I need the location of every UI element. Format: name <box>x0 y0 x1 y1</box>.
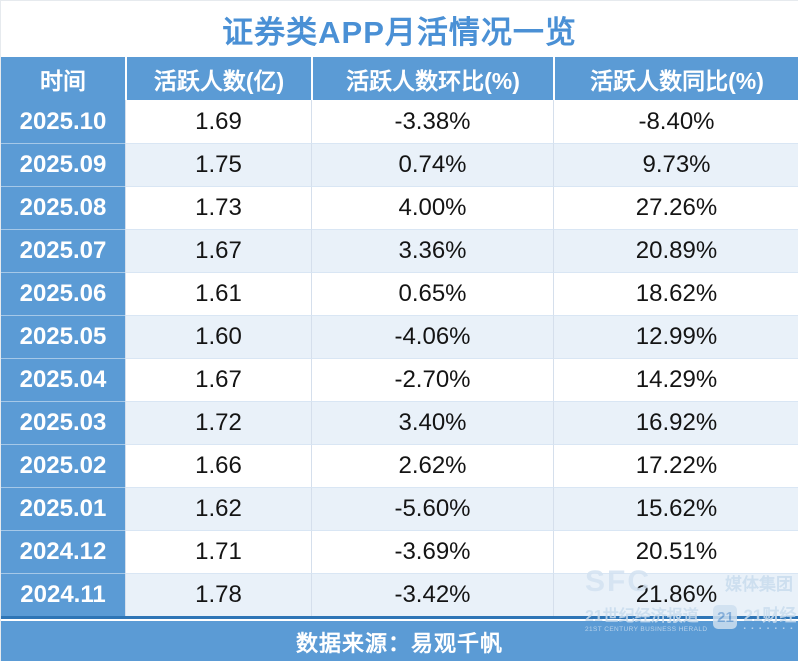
table-row: 2025.08 1.73 4.00% 27.26% <box>1 186 798 229</box>
cell-mau: 1.73 <box>125 186 311 229</box>
row-time: 2025.06 <box>1 272 125 315</box>
cell-mau: 1.61 <box>125 272 311 315</box>
cell-mau: 1.60 <box>125 315 311 358</box>
row-time: 2025.02 <box>1 444 125 487</box>
row-time: 2025.07 <box>1 229 125 272</box>
row-time: 2025.10 <box>1 100 125 143</box>
mau-table: 时间 活跃人数(亿) 活跃人数环比(%) 活跃人数同比(%) 2025.10 1… <box>1 57 798 616</box>
header-yoy: 活跃人数同比(%) <box>553 57 798 100</box>
cell-yoy: 20.51% <box>553 530 798 573</box>
cell-mom: 4.00% <box>311 186 553 229</box>
table-row: 2024.11 1.78 -3.42% 21.86% <box>1 573 798 616</box>
table-body: 2025.10 1.69 -3.38% -8.40% 2025.09 1.75 … <box>1 100 798 616</box>
table-row: 2025.10 1.69 -3.38% -8.40% <box>1 100 798 143</box>
cell-mom: 3.40% <box>311 401 553 444</box>
row-time: 2025.09 <box>1 143 125 186</box>
cell-yoy: -8.40% <box>553 100 798 143</box>
cell-mau: 1.62 <box>125 487 311 530</box>
cell-mom: 3.36% <box>311 229 553 272</box>
cell-mau: 1.67 <box>125 358 311 401</box>
cell-mau: 1.71 <box>125 530 311 573</box>
cell-yoy: 14.29% <box>553 358 798 401</box>
cell-mom: 2.62% <box>311 444 553 487</box>
cell-mau: 1.66 <box>125 444 311 487</box>
table-row: 2025.01 1.62 -5.60% 15.62% <box>1 487 798 530</box>
row-time: 2024.12 <box>1 530 125 573</box>
table-row: 2025.02 1.66 2.62% 17.22% <box>1 444 798 487</box>
cell-mom: -5.60% <box>311 487 553 530</box>
row-time: 2025.05 <box>1 315 125 358</box>
cell-mom: -3.42% <box>311 573 553 616</box>
cell-yoy: 15.62% <box>553 487 798 530</box>
cell-mau: 1.69 <box>125 100 311 143</box>
table-row: 2025.05 1.60 -4.06% 12.99% <box>1 315 798 358</box>
cell-yoy: 17.22% <box>553 444 798 487</box>
title-bar: 证券类APP月活情况一览 <box>1 1 798 57</box>
table-row: 2025.09 1.75 0.74% 9.73% <box>1 143 798 186</box>
table-row: 2025.03 1.72 3.40% 16.92% <box>1 401 798 444</box>
cell-mom: 0.74% <box>311 143 553 186</box>
cell-mau: 1.78 <box>125 573 311 616</box>
data-source-label: 数据来源：易观千帆 <box>295 630 503 656</box>
cell-yoy: 18.62% <box>553 272 798 315</box>
header-mau: 活跃人数(亿) <box>125 57 311 100</box>
cell-yoy: 27.26% <box>553 186 798 229</box>
table-row: 2025.04 1.67 -2.70% 14.29% <box>1 358 798 401</box>
row-time: 2025.03 <box>1 401 125 444</box>
page-title: 证券类APP月活情况一览 <box>222 14 577 50</box>
row-time: 2025.08 <box>1 186 125 229</box>
cell-yoy: 9.73% <box>553 143 798 186</box>
cell-mom: -4.06% <box>311 315 553 358</box>
header-row: 时间 活跃人数(亿) 活跃人数环比(%) 活跃人数同比(%) <box>1 57 798 100</box>
cell-mom: -3.69% <box>311 530 553 573</box>
cell-mau: 1.67 <box>125 229 311 272</box>
table-bottom-border <box>1 616 798 619</box>
table-row: 2024.12 1.71 -3.69% 20.51% <box>1 530 798 573</box>
header-mom: 活跃人数环比(%) <box>311 57 553 100</box>
cell-mom: -3.38% <box>311 100 553 143</box>
row-time: 2025.01 <box>1 487 125 530</box>
cell-mau: 1.72 <box>125 401 311 444</box>
source-footer: 数据来源：易观千帆 <box>1 621 798 661</box>
cell-mom: 0.65% <box>311 272 553 315</box>
table-row: 2025.07 1.67 3.36% 20.89% <box>1 229 798 272</box>
header-time: 时间 <box>1 57 125 100</box>
cell-mom: -2.70% <box>311 358 553 401</box>
row-time: 2024.11 <box>1 573 125 616</box>
cell-yoy: 20.89% <box>553 229 798 272</box>
cell-yoy: 12.99% <box>553 315 798 358</box>
cell-mau: 1.75 <box>125 143 311 186</box>
row-time: 2025.04 <box>1 358 125 401</box>
footer-gap <box>1 619 798 621</box>
table-row: 2025.06 1.61 0.65% 18.62% <box>1 272 798 315</box>
table-header: 时间 活跃人数(亿) 活跃人数环比(%) 活跃人数同比(%) <box>1 57 798 100</box>
cell-yoy: 21.86% <box>553 573 798 616</box>
cell-yoy: 16.92% <box>553 401 798 444</box>
